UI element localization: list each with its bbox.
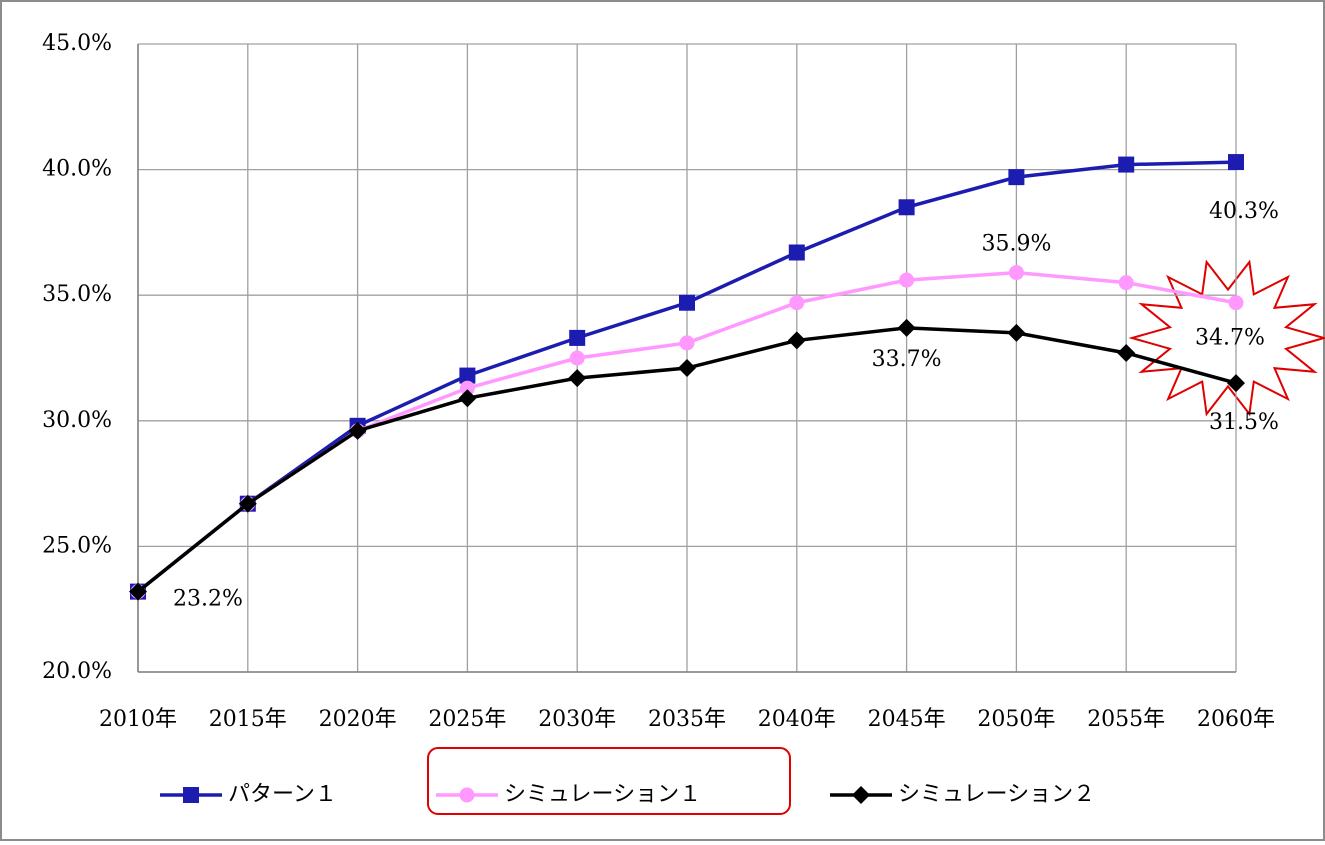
- marker: [458, 389, 477, 408]
- marker: [1118, 156, 1135, 173]
- legend-label: パターン１: [228, 782, 337, 807]
- data-label: 31.5%: [1209, 410, 1279, 435]
- marker: [568, 369, 587, 388]
- x-tick-label: 2060年: [1197, 707, 1275, 732]
- marker: [852, 786, 870, 804]
- data-label: 23.2%: [173, 587, 243, 612]
- y-tick-label: 45.0%: [42, 31, 112, 56]
- marker: [788, 244, 805, 261]
- marker: [678, 359, 696, 378]
- legend-highlight: [427, 747, 791, 815]
- marker: [1227, 374, 1245, 393]
- x-tick-label: 2030年: [538, 707, 616, 732]
- x-tick-label: 2015年: [209, 707, 287, 732]
- x-tick-label: 2040年: [758, 707, 836, 732]
- legend-item: パターン１: [160, 782, 337, 807]
- legend-item: シミュレーション２: [830, 782, 1095, 807]
- y-tick-label: 25.0%: [42, 533, 112, 558]
- legend-item: シミュレーション１: [436, 782, 701, 807]
- x-tick-label: 2050年: [977, 707, 1055, 732]
- marker: [789, 295, 805, 311]
- marker: [569, 329, 586, 346]
- data-label: 34.7%: [1195, 326, 1265, 351]
- marker: [1007, 323, 1026, 342]
- marker: [459, 380, 475, 396]
- marker: [679, 294, 695, 311]
- marker: [1228, 154, 1244, 171]
- x-tick-label: 2025年: [428, 707, 506, 732]
- marker: [1117, 343, 1136, 362]
- x-tick-label: 2020年: [319, 707, 397, 732]
- marker: [897, 318, 916, 337]
- data-label: 33.7%: [872, 347, 942, 372]
- marker: [899, 272, 915, 288]
- legend-label: シミュレーション２: [898, 782, 1095, 807]
- marker: [787, 331, 806, 350]
- x-tick-label: 2045年: [868, 707, 946, 732]
- marker: [238, 494, 257, 513]
- y-tick-label: 35.0%: [42, 282, 112, 307]
- marker: [459, 787, 475, 803]
- marker: [569, 350, 585, 366]
- legend-label: シミュレーション１: [504, 782, 701, 807]
- starburst: [1128, 259, 1325, 417]
- marker: [898, 199, 915, 216]
- y-tick-label: 30.0%: [42, 408, 112, 433]
- x-tick-label: 2055年: [1087, 707, 1165, 732]
- data-label: 35.9%: [981, 232, 1051, 257]
- marker: [1008, 169, 1025, 186]
- y-tick-label: 40.0%: [42, 157, 112, 182]
- marker: [1118, 275, 1134, 291]
- marker: [129, 582, 147, 601]
- marker: [679, 335, 695, 351]
- marker: [459, 367, 476, 384]
- marker: [1228, 295, 1244, 311]
- marker: [1008, 265, 1024, 281]
- marker: [183, 787, 199, 803]
- data-label: 40.3%: [1209, 199, 1279, 224]
- x-tick-label: 2010年: [99, 707, 177, 732]
- x-tick-label: 2035年: [648, 707, 726, 732]
- marker: [348, 421, 367, 440]
- y-tick-label: 20.0%: [42, 659, 112, 684]
